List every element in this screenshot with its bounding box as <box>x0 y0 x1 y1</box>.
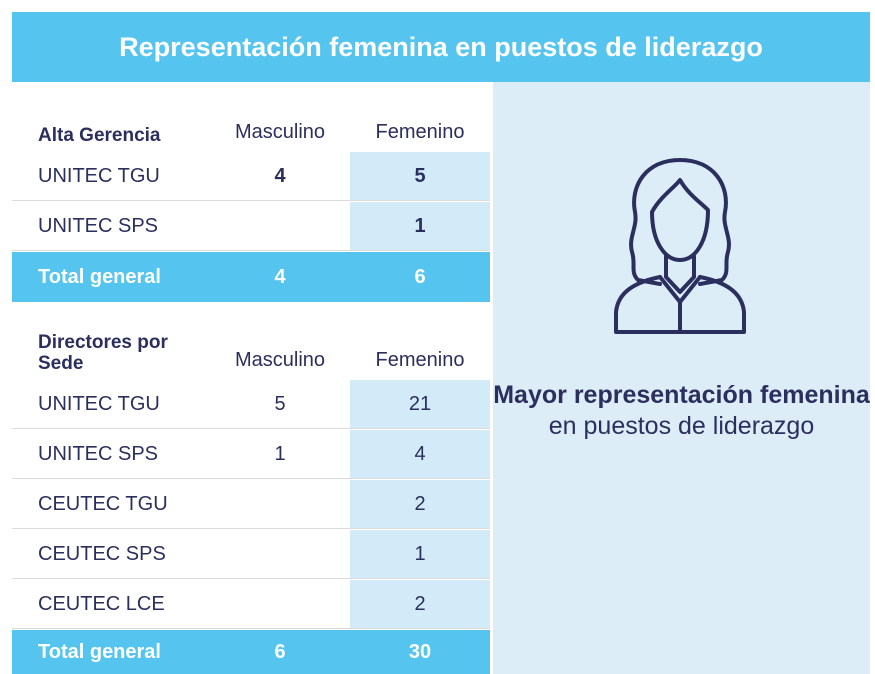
column-header: Femenino <box>375 349 465 371</box>
row-label: CEUTEC LCE <box>38 592 165 615</box>
total-value: 4 <box>210 252 350 302</box>
cell-value: 1 <box>350 202 490 250</box>
cell-value <box>210 202 350 250</box>
total-label: Total general <box>12 252 210 302</box>
callout-highlight: Mayor representación femenina <box>493 381 870 409</box>
row-divider <box>12 578 490 579</box>
cell-value <box>210 580 350 628</box>
cell-value <box>210 480 350 528</box>
total-value: 30 <box>350 630 490 674</box>
cell-value: 4 <box>274 164 286 187</box>
column-header: Femenino <box>375 121 465 143</box>
row-divider <box>12 478 490 479</box>
section-heading: Directores por Sede <box>38 332 168 374</box>
woman-icon <box>614 158 746 334</box>
total-value: 6 <box>210 630 350 674</box>
cell-value: 1 <box>274 442 286 465</box>
cell-value: 4 <box>350 430 490 478</box>
callout-text: en puestos de liderazgo <box>548 412 815 440</box>
row-divider <box>12 628 490 629</box>
row-label: CEUTEC SPS <box>38 542 166 565</box>
column-header: Masculino <box>234 349 326 371</box>
section-heading: Alta Gerencia <box>38 125 161 146</box>
row-label: UNITEC SPS <box>38 214 159 237</box>
row-divider <box>12 250 490 251</box>
row-divider <box>12 200 490 201</box>
row-divider <box>12 528 490 529</box>
row-label: UNITEC TGU <box>38 164 160 187</box>
total-value: 6 <box>350 252 490 302</box>
column-header: Masculino <box>234 121 326 143</box>
total-label: Total general <box>12 630 210 674</box>
cell-value: 21 <box>350 380 490 428</box>
cell-value <box>210 530 350 578</box>
cell-value: 2 <box>350 580 490 628</box>
cell-value: 5 <box>274 392 286 415</box>
cell-value: 1 <box>350 530 490 578</box>
row-label: CEUTEC TGU <box>38 492 168 515</box>
row-divider <box>12 428 490 429</box>
row-label: UNITEC SPS <box>38 442 159 465</box>
cell-value: 2 <box>350 480 490 528</box>
title: Representación femenina en puestos de li… <box>12 12 870 82</box>
cell-value: 5 <box>350 152 490 200</box>
callout: Mayor representación femenina en puestos… <box>493 380 870 442</box>
row-label: UNITEC TGU <box>38 392 160 415</box>
